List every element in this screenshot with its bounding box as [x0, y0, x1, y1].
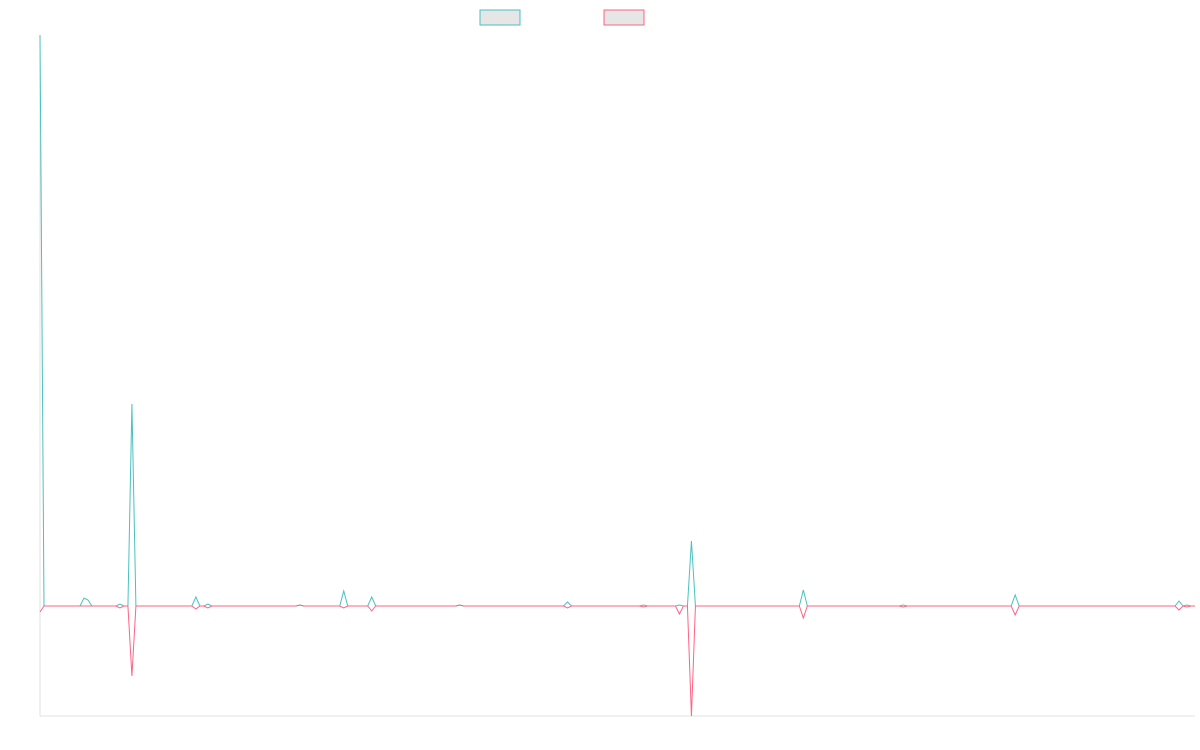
legend-swatch[interactable]: [479, 9, 521, 26]
line-series: [39, 604, 1195, 717]
line-series: [39, 34, 1195, 607]
legend-swatch[interactable]: [603, 9, 645, 26]
